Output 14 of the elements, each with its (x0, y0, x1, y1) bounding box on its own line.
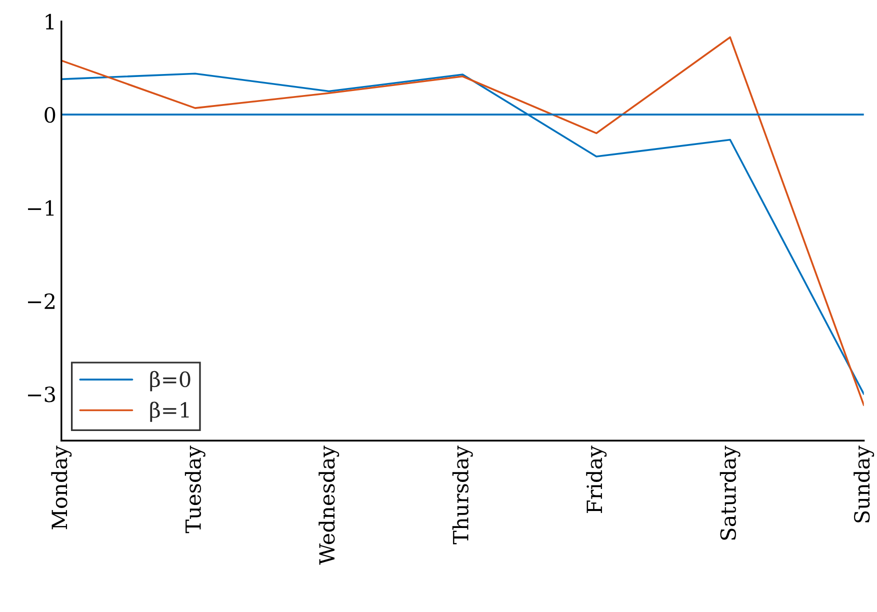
y-tick-label: −1 (28, 200, 54, 216)
y-tick-label: −2 (28, 293, 54, 309)
x-tick-label: Monday (51, 446, 72, 530)
legend-label: β=1 (150, 402, 189, 422)
y-tick-label: −3 (28, 386, 55, 402)
legend-label: β=0 (150, 370, 190, 392)
x-tick-label: Sunday (854, 446, 874, 522)
x-tick-label: Thursday (452, 446, 473, 544)
y-tick-label: 1 (46, 14, 54, 30)
x-tick-label: Tuesday (184, 446, 206, 534)
x-tick-label: Friday (586, 446, 607, 513)
x-tick-label: Saturday (720, 446, 740, 540)
x-tick-label: Wednesday (318, 446, 340, 565)
y-tick-label: 0 (44, 107, 56, 123)
